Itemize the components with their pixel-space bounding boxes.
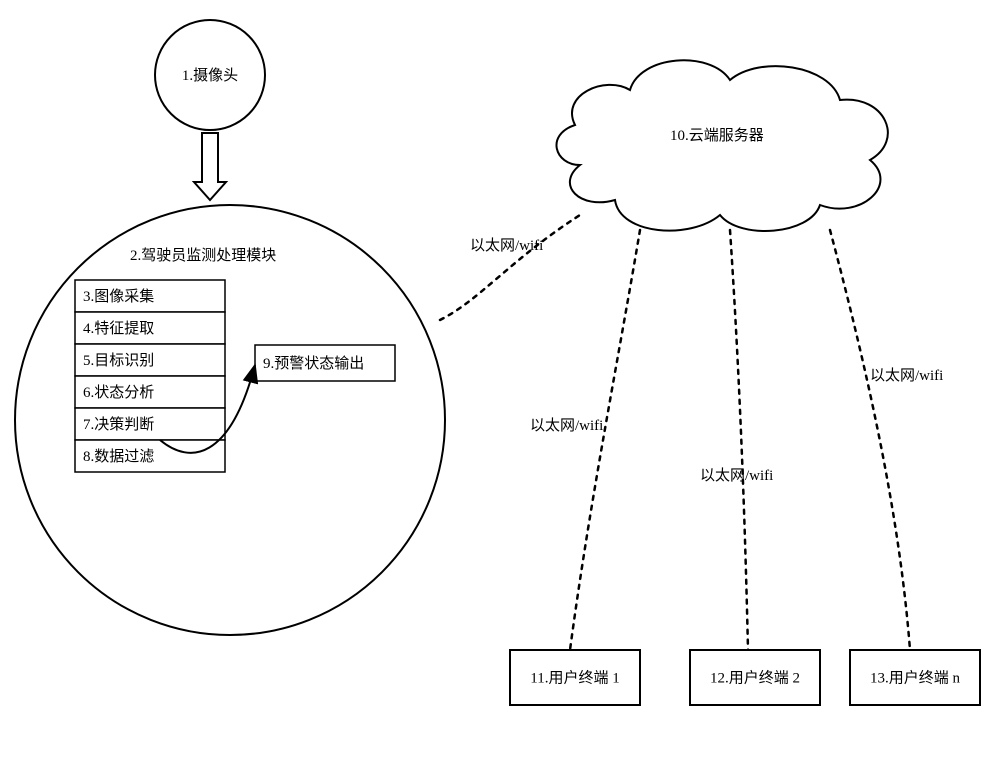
link-label-cloud_t1: 以太网/wifi [530, 417, 603, 434]
camera-label: 1.摄像头 [182, 67, 238, 84]
camera-to-module-arrow [194, 133, 226, 200]
cloud-server-label: 10.云端服务器 [670, 127, 764, 144]
user-terminal-label: 13.用户终端 n [870, 670, 961, 687]
dotted-link-cloud_t1 [570, 230, 640, 650]
dotted-link-module_cloud [440, 215, 580, 320]
module-step-label: 3.图像采集 [83, 288, 154, 305]
dotted-link-cloud_t2 [730, 230, 748, 650]
warning-output-label: 9.预警状态输出 [263, 355, 364, 372]
user-terminal-label: 12.用户终端 2 [710, 670, 800, 687]
module-step-label: 6.状态分析 [83, 384, 154, 401]
module-step-label: 7.决策判断 [83, 416, 154, 433]
link-label-module_cloud: 以太网/wifi [470, 237, 543, 254]
module-step-label: 8.数据过滤 [83, 448, 154, 465]
dotted-link-cloud_t3 [830, 230, 910, 650]
cloud-server-node [556, 60, 887, 231]
module-step-label: 4.特征提取 [83, 320, 154, 337]
user-terminal-label: 11.用户终端 1 [530, 670, 619, 687]
module-step-label: 5.目标识别 [83, 352, 154, 369]
link-label-cloud_t3: 以太网/wifi [870, 367, 943, 384]
module-title: 2.驾驶员监测处理模块 [130, 247, 276, 264]
system-diagram: 1.摄像头 2.驾驶员监测处理模块 3.图像采集 4.特征提取 5.目标识别 6.状态分析… [0, 0, 1000, 765]
link-label-cloud_t2: 以太网/wifi [700, 467, 773, 484]
